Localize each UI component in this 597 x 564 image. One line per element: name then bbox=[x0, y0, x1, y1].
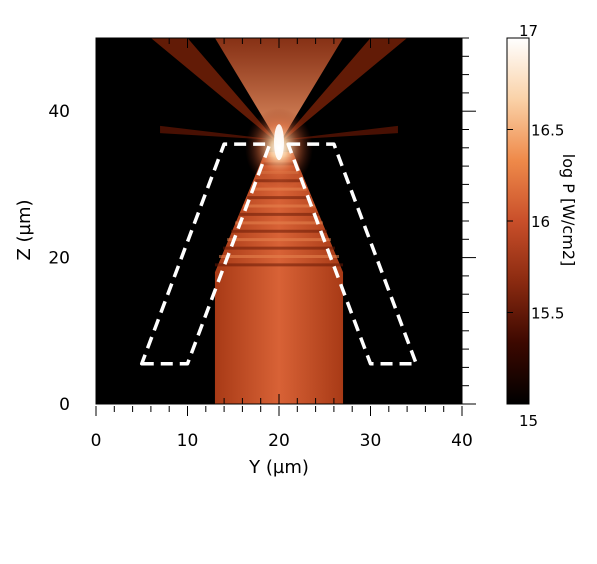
right-structure-outline bbox=[286, 142, 418, 366]
colorbar-tick-label: 16 bbox=[531, 213, 550, 231]
x-axis-label: Y (µm) bbox=[248, 457, 309, 478]
x-tick-label: 30 bbox=[360, 431, 382, 451]
y-axis-label: Z (µm) bbox=[14, 199, 35, 260]
left-structure-outline bbox=[140, 142, 272, 366]
x-tick-label: 0 bbox=[91, 431, 102, 451]
x-tick-label: 10 bbox=[177, 431, 199, 451]
colorbar-tick-label: 15 bbox=[519, 412, 538, 430]
colorbar-tick-label: 16.5 bbox=[531, 122, 564, 140]
y-tick-label: 20 bbox=[48, 249, 70, 269]
focus-hotspot bbox=[274, 124, 284, 161]
x-axis-ticks: 0 10 20 30 40 bbox=[91, 38, 473, 451]
side-lobe-right bbox=[279, 38, 408, 145]
colorbar-ticks: 15 15.5 16 16.5 17 bbox=[507, 22, 564, 430]
y-tick-label: 0 bbox=[59, 395, 70, 415]
colorbar-tick-label: 17 bbox=[519, 22, 538, 40]
y-tick-label: 40 bbox=[48, 102, 70, 122]
diverging-beam bbox=[214, 38, 344, 145]
structure-outlines bbox=[140, 142, 418, 366]
colorbar-label: log P [W/cm2] bbox=[559, 154, 578, 266]
x-tick-label: 40 bbox=[451, 431, 473, 451]
colorbar-tick-label: 15.5 bbox=[531, 305, 564, 323]
x-tick-label: 20 bbox=[268, 431, 290, 451]
y-axis-ticks: 0 20 40 bbox=[48, 37, 476, 415]
side-lobe-left bbox=[150, 38, 279, 145]
